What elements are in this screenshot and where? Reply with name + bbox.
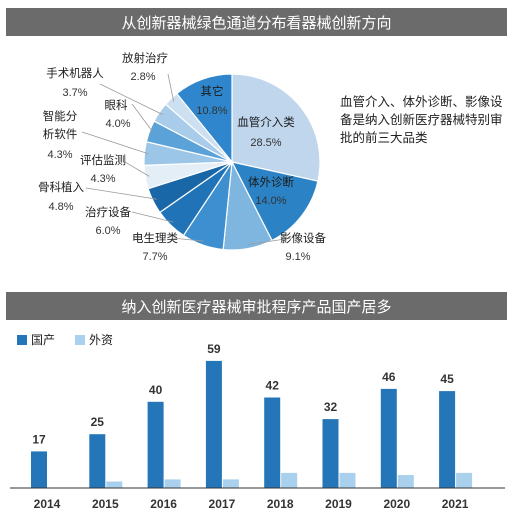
bar-value-label: 32 [324,400,338,414]
pie-slice-label: 智能分 [43,109,78,123]
x-tick-label: 2017 [209,497,236,511]
legend-label: 外资 [89,333,113,347]
pie-slice-label: 电生理类 [132,231,178,245]
bar-value-label: 59 [207,342,221,356]
pie-chart: 血管介入类 28.5% 体外诊断 14.0% 影像设备 9.1% 电生理类 7.7% 治疗设备 6… [38,51,326,263]
pie-leader-line [167,73,175,102]
pie-leader-line [85,187,157,200]
pie-annotation: 血管介入、体外诊断、影像设备是纳入创新医疗器械特别审批的前三大品类 [340,95,503,145]
legend-swatch [75,335,85,345]
pie-slice-percent: 7.7% [142,251,167,263]
pie-leader-line [171,237,204,242]
bar-value-label: 17 [32,432,46,446]
bar-foreign [456,472,473,488]
pie-slice-label: 治疗设备 [85,205,131,219]
pie-slice-label: 体外诊断 [248,175,294,189]
bar-domestic [89,434,106,488]
pie-chart-title: 从创新器械绿色通道分布看器械创新方向 [6,8,507,36]
x-tick-label: 2015 [92,497,119,511]
legend-swatch [17,335,27,345]
bar-domestic [205,360,222,488]
pie-slice-label: 放射治疗 [122,51,168,65]
pie-slice-percent: 4.8% [48,201,73,213]
bar-foreign [339,472,356,488]
bar-domestic [322,419,339,488]
bar-foreign [397,475,414,488]
pie-slice [175,73,233,164]
bar-chart: 国产 外资 17 2014 25 2015 40 2016 59 2017 42 2018 32 2019… [10,333,505,511]
pie-slice [230,161,319,242]
pie-slice-percent: 9.1% [285,251,310,263]
pie-slice-percent: 4.3% [90,173,115,185]
pie-slice-percent: 2.8% [130,71,155,83]
pie-leader-line [124,161,150,177]
bar-domestic [264,397,281,488]
pie-slice-percent: 28.5% [250,137,281,149]
pie-slice-label: 评估监测 [80,154,126,167]
x-tick-label: 2018 [267,497,294,511]
bar-value-label: 25 [91,415,105,429]
x-tick-label: 2019 [325,497,352,511]
bar-domestic [31,451,47,488]
x-tick-label: 2016 [150,497,177,511]
pie-slice-percent: 4.0% [105,118,130,130]
bar-value-label: 46 [382,370,396,384]
pie-slice-label: 眼科 [105,98,128,112]
pie-slice-label: 手术机器人 [46,66,104,80]
pie-slice [231,73,321,182]
pie-slice-percent: 10.8% [196,105,227,117]
bar-foreign [164,479,181,488]
pie-slice-percent: 3.7% [62,87,87,99]
bar-domestic [380,388,397,488]
pie-slice-percent: 4.3% [47,149,72,161]
bar-value-label: 42 [266,379,280,393]
bar-domestic [439,391,456,488]
bar-chart-title: 纳入创新医疗器械审批程序产品国产居多 [6,292,507,320]
bar-foreign [222,479,239,488]
pie-leader-line [247,237,293,245]
pie-slice-label: 其它 [201,84,224,98]
bar-value-label: 45 [440,372,454,386]
pie-slice-label: 血管介入类 [237,115,295,129]
x-tick-label: 2020 [383,497,410,511]
x-tick-label: 2021 [442,497,469,511]
pie-slice-label: 析软件 [43,127,78,141]
pie-leader-line [131,103,154,133]
pie-slice-percent: 6.0% [95,225,120,237]
pie-leader-line [131,211,174,223]
pie-slice-label: 骨科植入 [38,180,84,194]
bar-domestic [147,401,164,488]
pie-leader-line [99,83,163,115]
bar-value-label: 40 [149,383,163,397]
bar-foreign [106,481,123,488]
legend-label: 国产 [31,333,55,347]
pie-leader-line [81,131,149,155]
bar-foreign [281,472,298,488]
x-tick-label: 2014 [34,497,61,511]
pie-slice-percent: 14.0% [255,195,286,207]
pie-slice-label: 影像设备 [280,231,326,245]
